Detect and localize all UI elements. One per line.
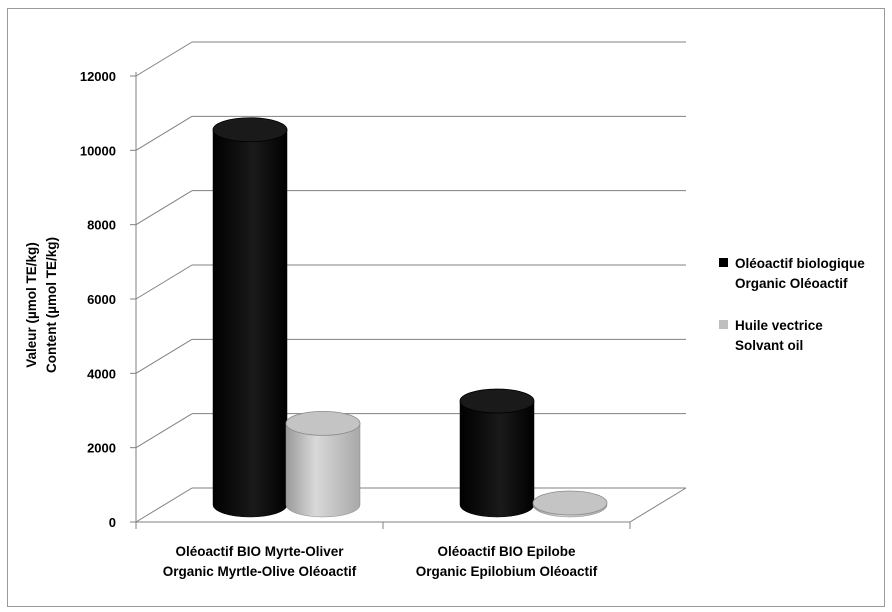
y-tick-label: 12000 xyxy=(80,69,116,84)
bar xyxy=(532,490,608,518)
y-tick-label: 10000 xyxy=(80,143,116,158)
category-label: Organic Epilobium Oléoactif xyxy=(416,564,598,579)
legend-label: Huile vectrice xyxy=(735,318,823,333)
legend-label: Oléoactif biologique xyxy=(735,256,865,271)
y-tick-label: 8000 xyxy=(87,218,116,233)
bar-top xyxy=(459,388,535,414)
y-axis-label-line: Valeur (µmol TE/kg) xyxy=(24,242,39,368)
legend: Oléoactif biologique Organic Oléoactif Hui… xyxy=(719,256,865,353)
category-label: Organic Myrtle-Olive Oléoactif xyxy=(163,564,357,579)
bar xyxy=(212,117,288,518)
floor-right-edge xyxy=(629,487,687,523)
legend-item: Huile vectrice Solvant oil xyxy=(719,318,823,353)
legend-swatch xyxy=(719,258,728,267)
bar-body xyxy=(285,423,361,518)
gridline xyxy=(135,190,193,226)
chart-border xyxy=(7,8,885,607)
gridline xyxy=(135,264,193,300)
bar-top xyxy=(285,410,361,436)
y-axis-label: Valeur (µmol TE/kg) Content (µmol TE/kg) xyxy=(24,237,59,373)
gridline xyxy=(135,338,193,374)
bars xyxy=(212,117,608,518)
y-tick-label: 0 xyxy=(109,515,116,530)
bar-top xyxy=(212,117,288,143)
category-labels: Oléoactif BIO Myrte-Oliver Organic Myrtle… xyxy=(163,544,598,579)
y-tick-label: 4000 xyxy=(87,366,116,381)
legend-label: Solvant oil xyxy=(735,338,803,353)
y-tick-label: 2000 xyxy=(87,441,116,456)
bar-body xyxy=(459,400,535,518)
gridline xyxy=(135,115,193,151)
category-label: Oléoactif BIO Epilobe xyxy=(437,544,576,559)
gridline xyxy=(135,487,193,523)
y-tick-labels: 0 2000 4000 6000 8000 10000 12000 xyxy=(80,69,116,530)
category-label: Oléoactif BIO Myrte-Oliver xyxy=(175,544,344,559)
y-tick-label: 6000 xyxy=(87,292,116,307)
bar xyxy=(285,410,361,518)
gridline xyxy=(135,41,193,77)
legend-swatch xyxy=(719,320,728,329)
bar-body xyxy=(212,129,288,518)
legend-item: Oléoactif biologique Organic Oléoactif xyxy=(719,256,865,291)
legend-label: Organic Oléoactif xyxy=(735,276,848,291)
bar xyxy=(459,388,535,518)
y-axis-label-line: Content (µmol TE/kg) xyxy=(44,237,59,373)
gridline xyxy=(135,413,193,449)
bar-top xyxy=(532,490,608,516)
